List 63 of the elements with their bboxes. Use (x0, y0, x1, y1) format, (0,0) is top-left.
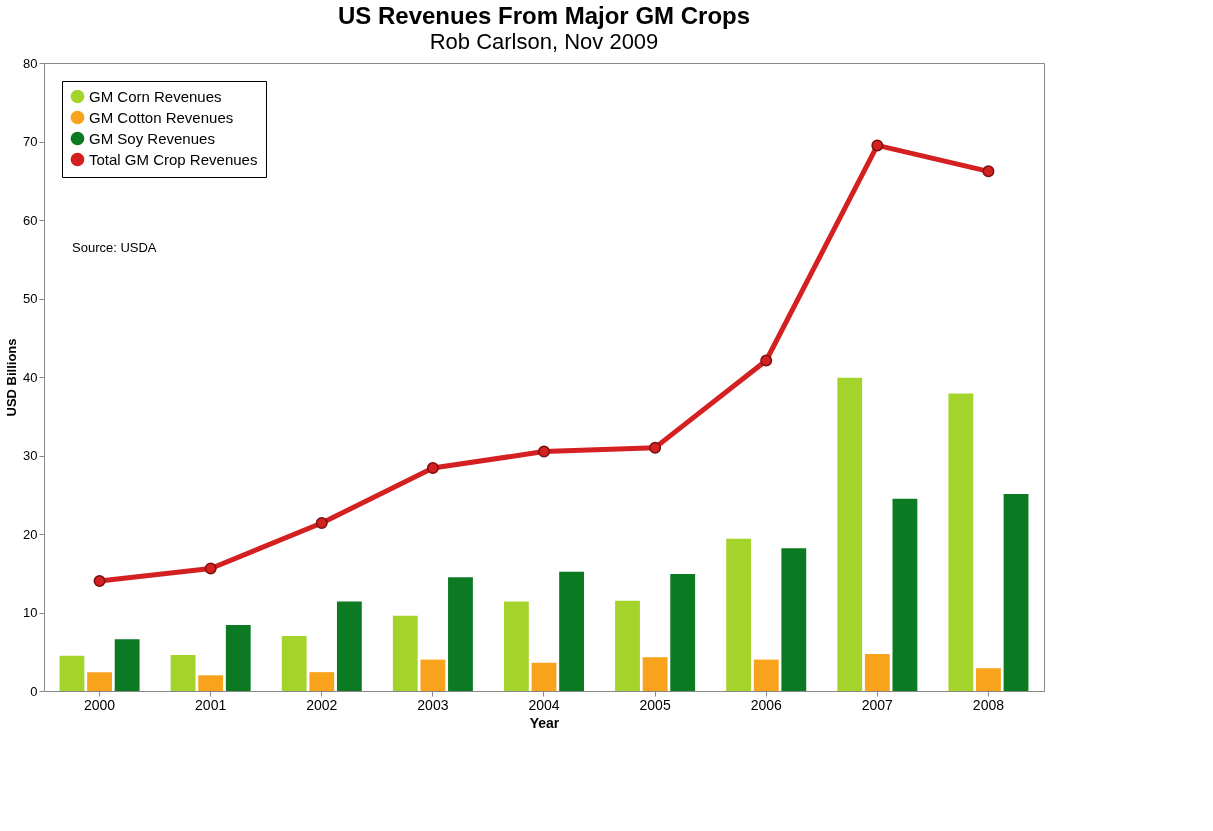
bar (504, 601, 529, 691)
legend-label: GM Corn Revenues (89, 87, 222, 105)
bar (392, 615, 418, 691)
x-tick-label: 2007 (861, 696, 894, 713)
point (871, 139, 884, 152)
bar (420, 659, 446, 691)
legend-label: Total GM Crop Revenues (89, 150, 258, 168)
bar (864, 654, 890, 691)
y-axis-title: USD Billions (4, 338, 20, 417)
point (315, 517, 328, 529)
x-tick-label: 2002 (306, 696, 338, 713)
bar (670, 574, 696, 691)
bar (615, 600, 640, 691)
y-tick-label: 50 (23, 291, 38, 306)
x-tick-label: 2006 (750, 696, 782, 713)
bar (448, 577, 473, 691)
legend-label: GM Soy Revenues (89, 129, 215, 147)
bar (559, 571, 584, 691)
bar (225, 625, 251, 691)
x-tick-label: 2004 (528, 696, 560, 713)
bar (753, 659, 779, 691)
y-tick-label: 40 (23, 369, 38, 385)
x-axis-title: Year (529, 714, 560, 731)
y-tick-label: 60 (23, 212, 38, 228)
point (982, 165, 995, 178)
point (538, 445, 550, 458)
x-tick-label: 2005 (639, 696, 671, 713)
bar (948, 393, 974, 691)
bar (59, 655, 85, 691)
bar (281, 636, 307, 691)
point (204, 562, 217, 575)
y-tick-label: 20 (23, 526, 38, 542)
y-tick-label: 0 (30, 683, 38, 699)
bar (170, 654, 196, 691)
bar (309, 672, 335, 691)
y-tick-label: 10 (23, 605, 38, 620)
bar (976, 668, 1001, 691)
legend-label: GM Cotton Revenues (89, 108, 234, 126)
x-tick-label: 2003 (417, 696, 449, 713)
bar (114, 639, 140, 691)
point (93, 575, 106, 588)
chart-title: US Revenues From Major GM Crops (337, 2, 751, 29)
x-tick-label: 2000 (83, 696, 116, 713)
annotation: Source: USDA (72, 240, 157, 255)
chart-subtitle: Rob Carlson, Nov 2009 (429, 29, 659, 54)
y-tick-label: 80 (23, 55, 38, 71)
y-tick-label: 70 (23, 134, 38, 149)
bar (1003, 493, 1029, 691)
bar (837, 377, 863, 691)
x-tick-label: 2001 (195, 696, 227, 713)
y-tick-label: 30 (23, 448, 38, 463)
bar (642, 657, 668, 691)
bar (87, 672, 112, 691)
x-tick-label: 2008 (972, 696, 1005, 713)
point (649, 441, 662, 454)
bar (336, 601, 362, 691)
point (760, 354, 773, 367)
bar (198, 675, 224, 691)
bar (781, 548, 807, 691)
bar (531, 662, 557, 691)
bar (726, 538, 752, 691)
point (426, 462, 439, 475)
bar (892, 498, 918, 691)
